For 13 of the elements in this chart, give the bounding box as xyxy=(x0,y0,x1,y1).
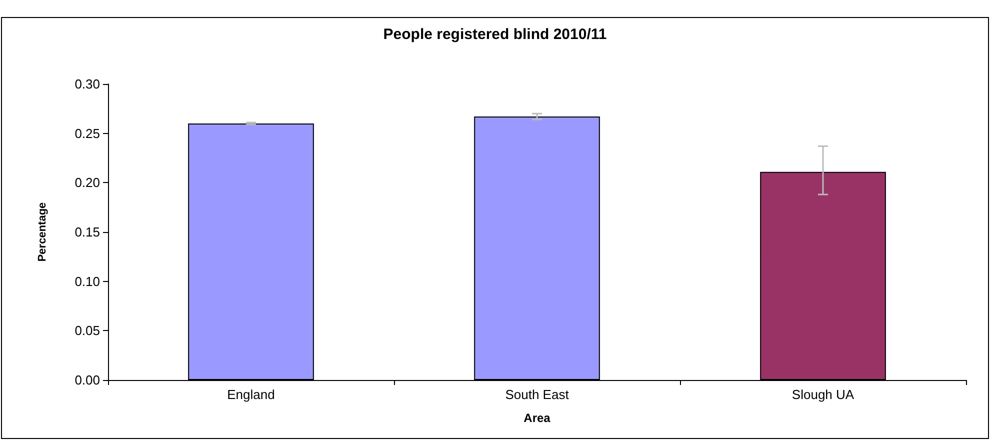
y-tick-label: 0.05 xyxy=(74,323,100,338)
x-tick-label: England xyxy=(227,387,275,402)
y-tick-label: 0.30 xyxy=(74,76,100,92)
y-tick-label: 0.25 xyxy=(74,126,100,141)
x-tick-label: Slough UA xyxy=(792,387,854,402)
y-axis-title: Percentage xyxy=(36,202,48,262)
x-tick-label: South East xyxy=(505,387,570,402)
y-tick-label: 0.00 xyxy=(74,372,100,388)
y-tick-label: 0.20 xyxy=(74,175,100,190)
x-axis-title: Area xyxy=(524,411,551,425)
y-tick-label: 0.15 xyxy=(74,224,100,240)
chart-title: People registered blind 2010/11 xyxy=(383,26,607,43)
y-tick-label: 0.10 xyxy=(74,274,100,289)
